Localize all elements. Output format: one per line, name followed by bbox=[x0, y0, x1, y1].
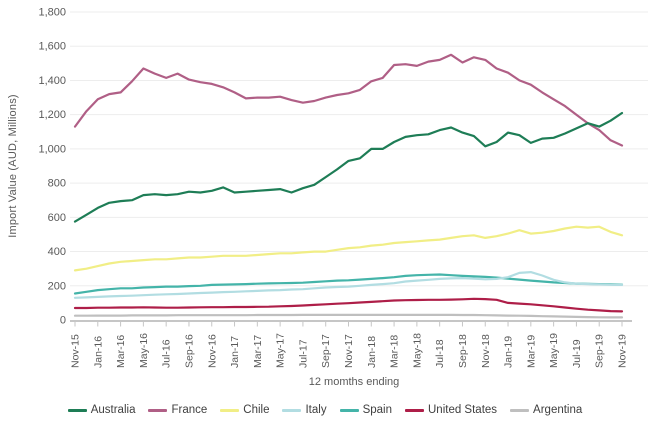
y-tick-label: 800 bbox=[48, 178, 66, 190]
series-line-chile bbox=[73, 225, 624, 272]
x-tick-label: Nov-15 bbox=[70, 334, 82, 368]
legend-swatch bbox=[405, 408, 424, 412]
y-tick-label: 1,200 bbox=[38, 109, 66, 121]
y-tick-label: 600 bbox=[48, 212, 66, 224]
x-tick-label: Sep-16 bbox=[183, 334, 195, 368]
x-tick-label: Sep-19 bbox=[594, 334, 606, 368]
x-tick-label: Jul-19 bbox=[571, 339, 583, 368]
x-tick-label: May-18 bbox=[411, 333, 423, 368]
series-line-australia bbox=[73, 111, 624, 223]
x-tick-label: Sep-17 bbox=[320, 334, 332, 368]
legend-swatch bbox=[339, 408, 359, 412]
legend-label: Argentina bbox=[533, 404, 583, 416]
legend-item-italy: Italy bbox=[282, 404, 327, 416]
legend-label: United States bbox=[428, 404, 498, 416]
x-tick-label: Mar-19 bbox=[525, 335, 537, 368]
legend-label: Chile bbox=[243, 404, 270, 416]
y-tick-label: 1,000 bbox=[38, 143, 66, 155]
x-tick-label: Mar-16 bbox=[115, 335, 127, 368]
y-tick-label: 400 bbox=[48, 246, 66, 258]
x-tick-label: Sep-18 bbox=[457, 334, 469, 368]
legend-item-argentina: Argentina bbox=[510, 404, 582, 416]
x-tick-label: Jul-17 bbox=[297, 339, 309, 368]
series-line-united-states bbox=[73, 297, 624, 313]
legend-label: Italy bbox=[305, 404, 327, 416]
x-tick-label: Jul-18 bbox=[434, 339, 446, 368]
y-tick-label: 1,600 bbox=[38, 41, 66, 53]
x-tick-label: May-19 bbox=[548, 333, 560, 368]
legend-item-chile: Chile bbox=[220, 404, 269, 416]
series-line-italy bbox=[73, 271, 624, 299]
y-tick-label: 200 bbox=[48, 280, 66, 292]
x-tick-label: Nov-17 bbox=[343, 334, 355, 368]
series-line-spain bbox=[73, 273, 624, 295]
legend-label: France bbox=[171, 404, 208, 416]
legend-item-united-states: United States bbox=[405, 404, 497, 416]
legend-swatch bbox=[67, 408, 87, 412]
y-tick-label: 1,400 bbox=[38, 75, 66, 87]
legend-label: Spain bbox=[362, 404, 392, 416]
x-tick-label: Jan-19 bbox=[503, 336, 515, 368]
x-tick-label: Jan-17 bbox=[229, 336, 241, 368]
x-axis-title: 12 momths ending bbox=[308, 376, 400, 388]
legend-item-france: France bbox=[148, 404, 207, 416]
chart-legend: Australia France Chile Italy Spain United Sta… bbox=[0, 401, 650, 419]
y-axis-title: Import Value (AUD, Millions) bbox=[7, 94, 19, 238]
legend-item-spain: Spain bbox=[339, 404, 392, 416]
legend-label: Australia bbox=[90, 404, 136, 416]
legend-swatch bbox=[282, 408, 302, 412]
series-line-argentina bbox=[73, 313, 624, 319]
legend-swatch bbox=[510, 408, 530, 412]
x-tick-label: Nov-16 bbox=[206, 334, 218, 368]
legend-swatch bbox=[220, 408, 240, 412]
y-tick-label: 0 bbox=[60, 315, 66, 327]
y-tick-label: 1,800 bbox=[38, 7, 66, 19]
series-line-france bbox=[73, 53, 624, 147]
x-tick-label: May-16 bbox=[138, 333, 150, 368]
x-tick-label: Jul-16 bbox=[161, 339, 173, 368]
x-tick-label: Mar-18 bbox=[389, 335, 401, 368]
x-tick-label: Jan-16 bbox=[92, 336, 104, 368]
x-tick-label: Nov-18 bbox=[480, 334, 492, 368]
x-tick-label: Jan-18 bbox=[366, 336, 378, 368]
x-tick-label: May-17 bbox=[275, 333, 287, 368]
x-tick-label: Nov-19 bbox=[617, 334, 629, 368]
x-tick-label: Mar-17 bbox=[252, 335, 264, 368]
legend-swatch bbox=[148, 408, 168, 412]
legend-item-australia: Australia bbox=[67, 404, 136, 416]
